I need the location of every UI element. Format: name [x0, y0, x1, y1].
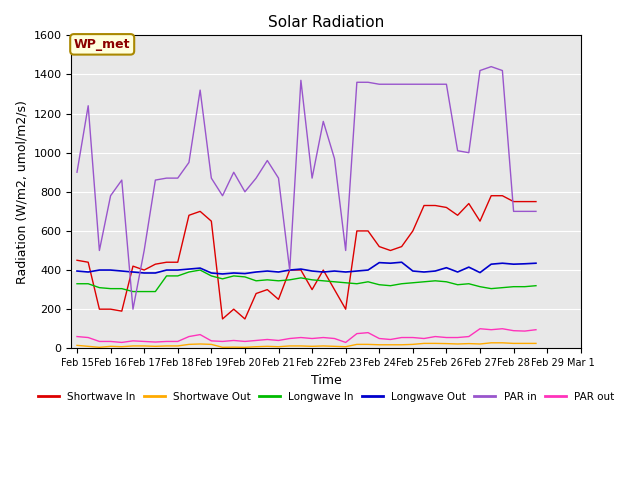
Title: Solar Radiation: Solar Radiation [268, 15, 384, 30]
Text: WP_met: WP_met [74, 38, 131, 51]
Legend: Shortwave In, Shortwave Out, Longwave In, Longwave Out, PAR in, PAR out: Shortwave In, Shortwave Out, Longwave In… [34, 387, 618, 406]
Y-axis label: Radiation (W/m2, umol/m2/s): Radiation (W/m2, umol/m2/s) [15, 100, 28, 284]
X-axis label: Time: Time [310, 373, 342, 386]
